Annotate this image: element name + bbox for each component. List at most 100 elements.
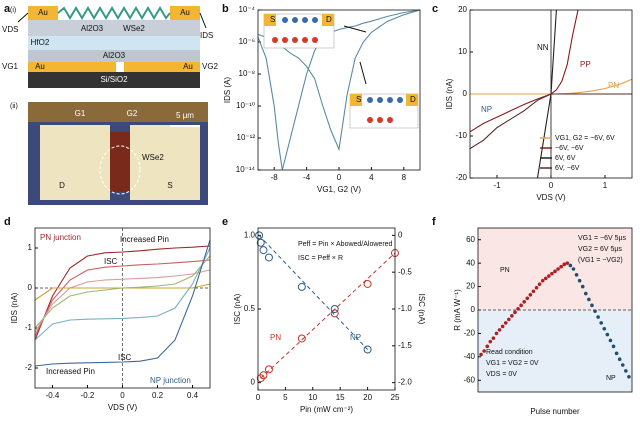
y2-tick-label: -0.5 (398, 267, 412, 276)
x-tick-label: 4 (369, 173, 374, 182)
layer-label: Au (35, 62, 45, 71)
point (510, 314, 514, 318)
point (259, 246, 268, 255)
point (500, 324, 505, 329)
series-line (34, 247, 211, 341)
part-label: (i) (10, 7, 16, 14)
x-axis-label: VDS (V) (536, 193, 566, 202)
annotation: VG1 = −6V 5µs (578, 235, 627, 242)
point (537, 282, 542, 287)
shade (478, 228, 632, 310)
band-inset (263, 13, 419, 129)
point (590, 303, 594, 308)
point (528, 292, 533, 297)
hfo2-layer (28, 36, 200, 50)
fit-line (260, 252, 396, 379)
electrode-label: D (59, 181, 65, 190)
y2-tick-label: -1.0 (398, 304, 412, 313)
au-pad (170, 6, 200, 20)
annotation: Increased Pin (46, 367, 95, 376)
annotation: NP junction (150, 376, 191, 385)
y-tick-label: 1 (28, 243, 33, 252)
point (568, 263, 573, 268)
point (605, 332, 610, 337)
point (482, 349, 486, 353)
layer-label: WSe2 (123, 24, 145, 33)
x-tick-label: -0.4 (46, 391, 60, 400)
point (479, 352, 483, 357)
x-tick-label: 10 (308, 393, 317, 402)
point (571, 267, 576, 271)
layer-label: Au (38, 8, 48, 17)
point (611, 344, 616, 349)
x-tick-label: 20 (363, 393, 372, 402)
layer-label: Au (183, 62, 193, 71)
y-tick-label: 0 (471, 305, 476, 314)
y-tick-label: 10⁻¹² (237, 133, 256, 142)
point (513, 310, 517, 315)
curve-label: PP (580, 60, 591, 69)
point (264, 365, 273, 374)
layer-label: Al2O3 (103, 51, 126, 60)
y2-tick-label: -2.0 (398, 378, 412, 387)
gate-label: G1 (75, 109, 86, 118)
point (522, 300, 526, 304)
layer-label: Si/SiO2 (100, 75, 128, 84)
gate (124, 62, 200, 72)
plot-frame (34, 227, 211, 389)
annotation: VG2 = 6V 5µs (578, 246, 622, 253)
inset-label: D (326, 15, 332, 24)
y-tick-label: -20 (463, 329, 475, 338)
point (614, 351, 619, 356)
electrode (130, 125, 200, 200)
point (580, 284, 585, 289)
series-line (469, 93, 632, 150)
panel-label: d (4, 216, 11, 228)
point (540, 278, 545, 283)
x-tick-label: 0 (120, 391, 125, 400)
point (556, 267, 560, 271)
point (562, 262, 567, 267)
legend-label: 6V, 6V (555, 155, 576, 162)
panel-label: c (432, 3, 438, 15)
y-tick-label: 10⁻⁴ (238, 5, 255, 14)
y-tick-label: -2 (25, 363, 33, 372)
annotation: Increased Pin (120, 235, 169, 244)
x-tick-label: 0 (256, 393, 261, 402)
y-tick-label: 40 (466, 258, 475, 267)
plot-frame (477, 227, 633, 393)
gate (28, 62, 116, 72)
legend-label: VG1, G2 = −6V, 6V (555, 135, 615, 142)
point (559, 264, 563, 269)
x-axis-label: Pulse number (530, 407, 580, 416)
arrow (359, 61, 367, 85)
y-tick-label: -60 (463, 375, 475, 384)
panel-label: f (432, 216, 436, 228)
annotation: (VG1 = −VG2) (578, 257, 623, 264)
y-tick-label: 0 (251, 378, 256, 387)
point (565, 261, 570, 265)
x-tick-label: -8 (271, 173, 279, 182)
al2o3-layer (28, 20, 200, 36)
terminal-label: VG2 (202, 62, 219, 71)
schematic (17, 6, 208, 205)
point (593, 309, 597, 313)
point (587, 297, 591, 302)
series-line (34, 239, 211, 367)
y-tick-label: -20 (455, 173, 467, 182)
equation: ISC = Peff × R (298, 255, 343, 262)
x-axis-label: VG1, G2 (V) (317, 185, 361, 194)
point (624, 369, 628, 373)
series-line (34, 283, 211, 301)
y-tick-label: 10⁻⁸ (239, 69, 256, 78)
point (297, 282, 306, 291)
x-tick-label: 0 (549, 181, 554, 190)
x-axis-label: VDS (V) (108, 403, 138, 412)
x-tick-label: -4 (303, 173, 311, 182)
point (491, 336, 496, 340)
point (507, 317, 511, 322)
y-tick-label: 10⁻¹⁰ (236, 101, 255, 110)
point (363, 345, 372, 354)
y-tick-label: -10 (455, 131, 467, 140)
